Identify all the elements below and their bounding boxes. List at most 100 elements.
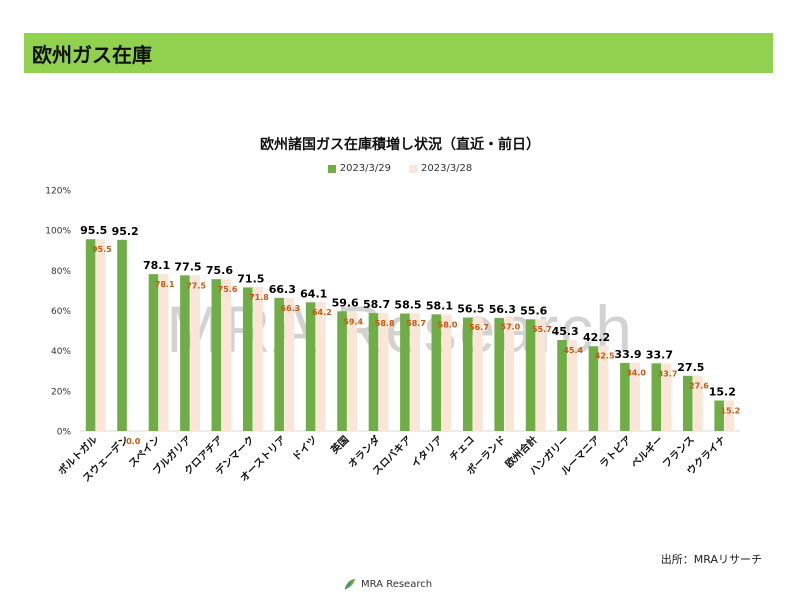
bar-latest — [494, 317, 504, 431]
bar-previous — [630, 362, 640, 431]
footer-logo: MRA Research — [343, 577, 432, 591]
data-label-previous: 64.2 — [312, 308, 332, 317]
bar-latest — [368, 313, 379, 431]
data-label-previous: 66.3 — [281, 304, 301, 313]
page-banner: 欧州ガス在庫 — [24, 33, 773, 73]
bar-previous — [598, 345, 609, 431]
bar-previous — [284, 297, 295, 431]
y-tick-label: 100% — [45, 227, 71, 237]
data-label-latest: 33.9 — [614, 348, 641, 361]
data-label-previous: 15.2 — [721, 406, 741, 415]
data-label-previous: 58.7 — [406, 319, 426, 328]
data-label-previous: 42.5 — [595, 352, 615, 361]
data-label-latest: 45.3 — [552, 325, 579, 338]
data-label-previous: 34.0 — [626, 369, 646, 378]
page-title: 欧州ガス在庫 — [32, 42, 152, 67]
legend-label-previous: 2023/3/28 — [421, 163, 473, 174]
bar-previous — [253, 286, 263, 431]
bar-latest — [588, 346, 599, 431]
data-label-previous: 27.6 — [689, 382, 709, 391]
bar-previous — [378, 312, 389, 431]
data-label-previous: 55.7 — [532, 325, 552, 334]
y-tick-label: 20% — [51, 387, 71, 397]
bar-latest — [525, 319, 536, 431]
x-tick-label: ラトビア — [597, 433, 634, 470]
bar-latest — [620, 362, 630, 431]
data-label-previous: 0.0 — [126, 437, 141, 446]
data-label-latest: 71.5 — [237, 272, 264, 285]
data-label-latest: 27.5 — [677, 361, 704, 374]
bar-latest — [682, 375, 693, 431]
bar-latest — [148, 274, 159, 431]
bar-previous — [504, 316, 515, 431]
x-tick-label: イタリア — [409, 434, 445, 470]
bar-previous — [567, 339, 578, 431]
y-tick-label: 0% — [57, 428, 72, 438]
bar-latest — [462, 317, 473, 431]
chart-legend: 2023/3/29 2023/3/28 — [0, 163, 800, 174]
bar-latest — [651, 363, 662, 431]
data-label-latest: 78.1 — [143, 259, 170, 272]
x-tick-label: ベルギー — [628, 433, 665, 470]
legend-swatch-latest — [327, 164, 336, 173]
bar-latest — [211, 279, 222, 431]
data-label-latest: 59.6 — [332, 296, 359, 309]
logo-leaf-icon — [344, 579, 355, 590]
bar-previous — [96, 239, 106, 431]
data-label-latest: 58.1 — [426, 299, 453, 312]
data-label-previous: 75.6 — [218, 285, 238, 294]
bar-latest — [274, 297, 284, 431]
x-tick-label: チェコ — [447, 434, 477, 464]
data-label-latest: 42.2 — [583, 331, 610, 344]
bar-latest — [242, 287, 253, 431]
bar-previous — [724, 400, 735, 431]
source-note: 出所：MRAリサーチ — [660, 553, 762, 566]
bar-previous — [190, 275, 200, 431]
data-label-previous: 45.4 — [563, 346, 583, 355]
data-label-latest: 95.5 — [80, 224, 107, 237]
legend-swatch-previous — [409, 164, 417, 173]
bar-previous — [441, 314, 452, 431]
data-label-previous: 59.4 — [343, 318, 363, 327]
bar-latest — [180, 275, 190, 431]
y-tick-label: 60% — [51, 307, 71, 317]
y-tick-label: 40% — [51, 347, 71, 357]
data-label-previous: 71.8 — [249, 293, 269, 302]
bar-latest — [557, 340, 567, 431]
bar-latest — [337, 311, 347, 431]
data-label-latest: 58.7 — [363, 298, 390, 311]
bar-previous — [410, 313, 420, 431]
bar-previous — [473, 317, 483, 431]
bar-latest — [714, 400, 724, 431]
legend-label-latest: 2023/3/29 — [339, 163, 391, 174]
y-tick-label: 80% — [51, 267, 71, 277]
data-label-previous: 58.0 — [438, 321, 458, 330]
bar-previous — [693, 375, 703, 431]
bar-previous — [661, 363, 672, 431]
legend-item-previous: 2023/3/28 — [409, 163, 472, 174]
data-label-latest: 33.7 — [646, 348, 673, 361]
data-label-previous: 57.0 — [501, 323, 521, 332]
data-label-latest: 77.5 — [174, 260, 201, 273]
data-label-latest: 55.6 — [520, 304, 547, 317]
bar-latest — [117, 239, 127, 431]
legend-item-latest: 2023/3/29 — [327, 163, 391, 174]
bar-latest — [305, 302, 316, 431]
data-label-previous: 78.1 — [155, 280, 175, 289]
data-label-latest: 95.2 — [112, 225, 139, 238]
data-label-previous: 77.5 — [186, 281, 206, 290]
x-tick-label: 英国 — [327, 433, 351, 457]
data-label-latest: 66.3 — [269, 283, 296, 296]
bar-latest — [431, 314, 442, 431]
bar-previous — [347, 311, 358, 431]
data-label-previous: 33.7 — [658, 369, 678, 378]
y-tick-label: 120% — [45, 187, 71, 197]
data-label-previous: 58.8 — [375, 319, 395, 328]
bar-latest — [400, 313, 410, 431]
data-label-latest: 64.1 — [300, 287, 327, 300]
data-label-latest: 58.5 — [394, 299, 421, 312]
bar-previous — [158, 274, 169, 431]
bar-latest — [85, 239, 96, 431]
bar-previous — [221, 279, 232, 431]
bar-previous — [536, 319, 546, 431]
